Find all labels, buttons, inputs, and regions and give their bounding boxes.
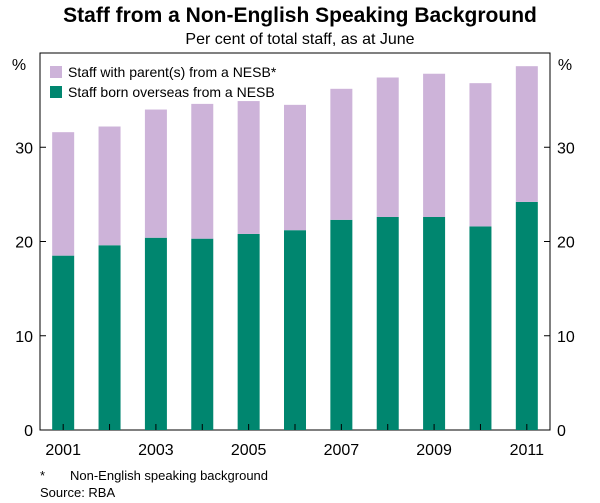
x-tick-label-2005: 2005 <box>231 442 267 459</box>
y-tick-label-left-20: 20 <box>15 235 33 252</box>
x-tick-label-2011: 2011 <box>510 442 545 459</box>
footnote-marker: * <box>40 468 46 483</box>
bar-parent-nesb-2003 <box>144 109 167 238</box>
bar-parent-nesb-2007 <box>330 88 353 220</box>
bar-parent-nesb-2001 <box>52 132 75 256</box>
bar-born-overseas-2008 <box>376 216 399 430</box>
bar-parent-nesb-2011 <box>515 66 538 202</box>
legend-label-overseas: Staff born overseas from a NESB <box>68 84 275 100</box>
chart-title: Staff from a Non-English Speaking Backgr… <box>63 4 537 27</box>
bar-born-overseas-2006 <box>284 230 306 430</box>
legend-swatch-overseas <box>50 86 62 98</box>
legend-label-parents: Staff with parent(s) from a NESB* <box>68 64 277 80</box>
x-tick-label-2007: 2007 <box>324 442 360 459</box>
x-tick-label-2009: 2009 <box>416 442 452 459</box>
bar-born-overseas-2002 <box>98 245 121 430</box>
footnote: * Non-English speaking background <box>40 468 268 483</box>
bar-parent-nesb-2005 <box>237 101 260 234</box>
bar-parent-nesb-2006 <box>284 104 306 231</box>
y-tick-label-left-0: 0 <box>24 423 33 440</box>
bar-parent-nesb-2008 <box>376 77 399 217</box>
bar-parent-nesb-2004 <box>191 103 214 239</box>
bar-born-overseas-2007 <box>330 219 353 430</box>
bar-born-overseas-2005 <box>237 233 260 430</box>
bar-parent-nesb-2009 <box>423 73 446 218</box>
legend-swatch-parents <box>50 66 62 78</box>
y-tick-label-right-0: 0 <box>557 423 566 440</box>
x-tick-label-2003: 2003 <box>138 442 174 459</box>
y-tick-label-right-30: 30 <box>557 140 575 157</box>
y-tick-label-left-30: 30 <box>15 140 33 157</box>
y-tick-label-left-10: 10 <box>15 329 33 346</box>
ticks-group: 2001 2003 2005 2007 2009 2011 0 0 10 10 20 20 30 30 <box>15 140 575 459</box>
bar-born-overseas-2011 <box>515 201 538 430</box>
bar-born-overseas-2009 <box>423 216 446 430</box>
legend: Staff with parent(s) from a NESB* Staff … <box>50 64 277 100</box>
bar-parent-nesb-2010 <box>469 83 492 227</box>
y-tick-label-right-10: 10 <box>557 329 575 346</box>
bar-born-overseas-2001 <box>52 255 75 430</box>
bar-born-overseas-2004 <box>191 238 214 430</box>
bar-born-overseas-2010 <box>469 226 492 430</box>
x-tick-label-2001: 2001 <box>45 442 81 459</box>
bar-born-overseas-2003 <box>144 237 167 430</box>
chart-subtitle: Per cent of total staff, as at June <box>185 31 415 48</box>
source-note: Source: RBA <box>40 485 116 500</box>
y-unit-right: % <box>558 57 572 74</box>
bar-parent-nesb-2002 <box>98 126 121 246</box>
bars-group <box>52 66 538 430</box>
footnote-text: Non-English speaking background <box>70 468 269 483</box>
y-tick-label-right-20: 20 <box>557 235 575 252</box>
y-unit-left: % <box>12 57 26 74</box>
